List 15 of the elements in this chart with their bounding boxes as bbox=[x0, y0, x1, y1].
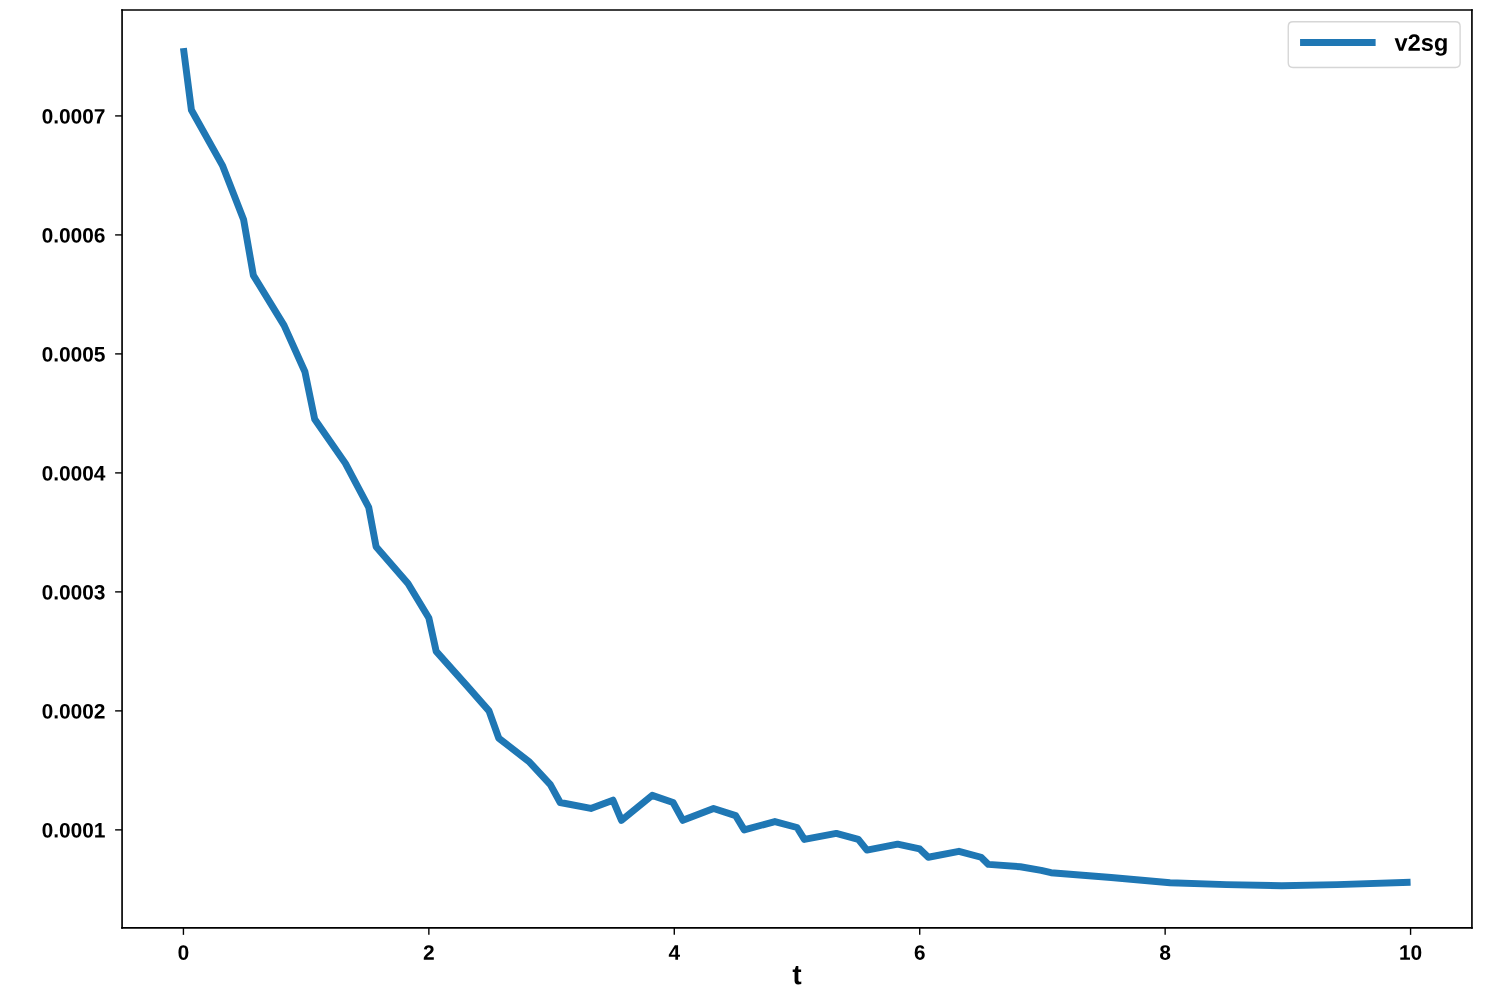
y-tick-label: 0.0007 bbox=[42, 108, 105, 124]
y-tick-label: 0.0004 bbox=[42, 465, 106, 481]
y-tick-label: 0.0006 bbox=[42, 227, 105, 243]
y-tick-label: 0.0001 bbox=[42, 822, 105, 838]
x-tick-label: 2 bbox=[423, 945, 434, 960]
y-tick-label: 0.0005 bbox=[42, 346, 105, 362]
y-tick-label: 0.0003 bbox=[42, 584, 105, 600]
x-tick-label: 6 bbox=[914, 945, 925, 960]
y-tick-label: 0.0002 bbox=[42, 703, 105, 719]
x-axis-title: t bbox=[792, 966, 802, 985]
x-tick-label: 8 bbox=[1160, 945, 1171, 960]
x-tick-label: 4 bbox=[668, 945, 680, 960]
x-tick-label: 0 bbox=[178, 945, 189, 960]
legend-label: v2sg bbox=[1394, 34, 1447, 56]
x-tick-label: 10 bbox=[1400, 945, 1422, 960]
